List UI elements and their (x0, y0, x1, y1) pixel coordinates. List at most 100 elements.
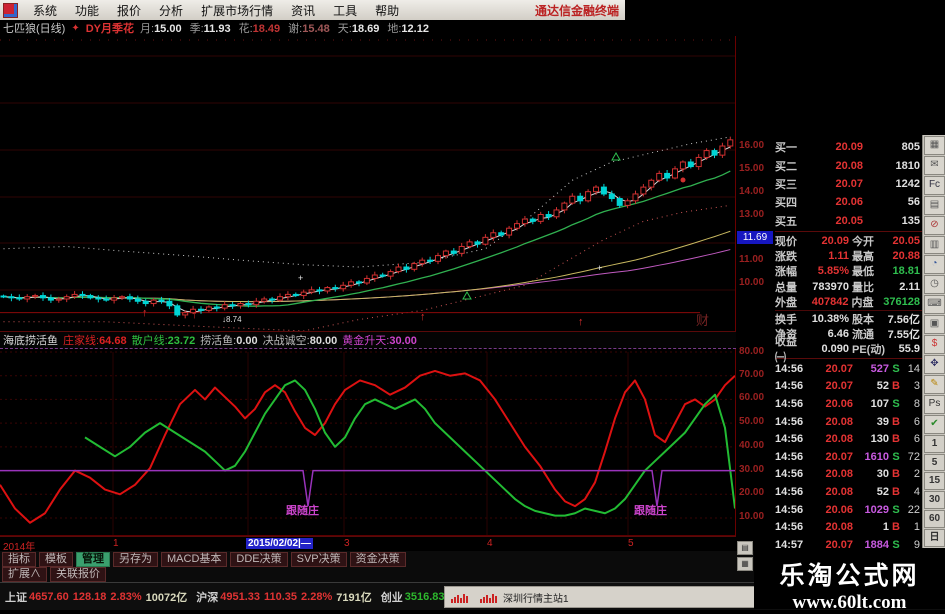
title-field: 天:18.69 (337, 23, 380, 35)
trade-row[interactable]: 14:56 20.07 527 S 14 (775, 362, 920, 375)
chart-icon[interactable]: ▥ (924, 235, 945, 255)
menu-item-2[interactable]: 报价 (117, 3, 142, 18)
date-axis[interactable]: 2014年 1 2015/02/02|— 3 4 5 (0, 536, 736, 553)
sub-indicator-header: 海底捞活鱼 庄家线:64.68 散户线:23.72 捞活鱼:0.00 决战诚空:80.… (0, 331, 736, 349)
tab-扩展∧[interactable]: 扩展∧ (2, 567, 47, 582)
keyboard-icon[interactable]: ⌨ (924, 295, 945, 315)
trade-row[interactable]: 14:56 20.07 52 B 3 (775, 380, 920, 393)
clock-icon[interactable]: ◷ (924, 275, 945, 295)
period-button-日[interactable]: 日 (924, 529, 945, 548)
period-button-5[interactable]: 5 (924, 453, 945, 472)
period-button-30[interactable]: 30 (924, 491, 945, 510)
screenshot-icon[interactable]: Ps (924, 394, 945, 414)
menu-bar: 系统 功能 报价 分析 扩展市场行情 资讯 工具 帮助 通达信金融终端 (0, 0, 625, 20)
date-tick[interactable]: 3 (344, 538, 350, 549)
indicator-values: 月:15.00 季:11.93 花:18.49 谢:15.48 天:18.69 地:12.… (140, 20, 437, 36)
axis-label: 13.00 (739, 209, 765, 220)
trade-row[interactable]: 14:56 20.07 1610 S 72 (775, 450, 920, 463)
tab-管理[interactable]: 管理 (76, 551, 110, 567)
trade-row[interactable]: 14:56 20.06 1029 S 22 (775, 503, 920, 516)
title-field: 谢:15.48 (288, 23, 330, 35)
info-row: 总量 783970 量比 2.11 (775, 280, 920, 294)
axis-label: 10.00 (739, 277, 765, 288)
date-tick[interactable]: 5 (628, 538, 634, 549)
menu-item-7[interactable]: 帮助 (375, 3, 400, 18)
index-price: 4951.33 (220, 590, 260, 603)
chart-title-bar: 七匹狼(日线) ✦ DY月季花 月:15.00 季:11.93 花:18.49 谢:1… (0, 20, 736, 36)
trade-row[interactable]: 14:56 20.06 107 S 8 (775, 398, 920, 411)
trade-row[interactable]: 14:56 20.08 52 B 4 (775, 486, 920, 499)
index-amount: 10072亿 (145, 591, 188, 604)
note-icon[interactable]: ▤ (924, 195, 945, 215)
dollar-icon[interactable]: $ (924, 335, 945, 354)
tab-指标[interactable]: 指标 (2, 551, 36, 567)
tab-DDE决策[interactable]: DDE决策 (230, 551, 288, 567)
quote-info: 现价 20.09 今开 20.05 涨跌 1.11 最高 20.88 涨幅 5.85% 最低 18.8… (775, 233, 922, 365)
bid-row[interactable]: 买五 20.05 135 (775, 214, 920, 228)
title-field: 花:18.49 (238, 23, 281, 35)
info-row: 收益㈠ 0.090 PE(动) 55.9 (775, 336, 920, 365)
trade-row[interactable]: 14:56 20.08 130 B 6 (775, 433, 920, 446)
stop-icon[interactable]: ⊘ (924, 215, 945, 235)
axis-label: 80.00 (739, 346, 765, 357)
date-tick[interactable]: 2015/02/02|— (246, 538, 313, 549)
indicator-tab-row: 指标 模板 管理 另存为 MACD基本 DDE决策 SVP决策 资金决策 (0, 551, 756, 567)
globe-icon[interactable]: ◔ (924, 255, 945, 275)
trade-row[interactable]: 14:56 20.08 1 B 1 (775, 521, 920, 534)
trade-row[interactable]: 14:56 20.08 30 B 2 (775, 468, 920, 481)
menu-item-5[interactable]: 资讯 (291, 3, 316, 18)
move-icon[interactable]: ✥ (924, 354, 945, 374)
menu-item-3[interactable]: 分析 (159, 3, 184, 18)
indicator-name[interactable]: DY月季花 (85, 23, 134, 35)
index-pct: 2.28% (301, 590, 333, 603)
tab-另存为[interactable]: 另存为 (113, 551, 158, 567)
period-button-60[interactable]: 60 (924, 510, 945, 529)
trade-row[interactable]: 14:57 20.07 1884 S 9 (775, 538, 920, 551)
bid-row[interactable]: 买二 20.08 1810 (775, 159, 920, 173)
tab-资金决策[interactable]: 资金决策 (349, 551, 406, 567)
bid-row[interactable]: 买四 20.06 56 (775, 196, 920, 210)
date-tick[interactable]: 4 (487, 538, 493, 549)
title-field: 季:11.93 (189, 23, 231, 35)
tab-模板[interactable]: 模板 (39, 551, 73, 567)
svg-text:↑: ↑ (192, 309, 198, 321)
minimized-window-icon[interactable]: ▤ (737, 541, 753, 555)
grid-icon[interactable]: ▦ (924, 136, 945, 155)
connection-strip[interactable]: 深圳行情主站1 (444, 586, 756, 608)
menu-item-4[interactable]: 扩展市场行情 (201, 3, 274, 18)
formula-icon[interactable]: Fc (924, 175, 945, 195)
server-name: 深圳行情主站1 (503, 593, 569, 605)
period-button-15[interactable]: 15 (924, 472, 945, 491)
sub-field: 散户线:23.72 (131, 335, 196, 347)
period-button-1[interactable]: 1 (924, 434, 945, 453)
tab-关联报价[interactable]: 关联报价 (50, 567, 106, 582)
candlestick-and-indicator-chart[interactable]: ↑ ↑ ↑ ↑ + + ↓8.74 跟随庄 跟随庄 (0, 36, 736, 551)
axis-label: 30.00 (739, 464, 765, 475)
tick-trade-list[interactable]: 14:56 20.07 527 S 14 14:56 20.07 52 B 3 14:56 20.06… (775, 360, 922, 552)
pc-icon[interactable]: ▣ (924, 315, 945, 335)
check-icon[interactable]: ✔ (924, 414, 945, 434)
pencil-icon[interactable]: ✎ (924, 374, 945, 394)
menu-item-0[interactable]: 系统 (33, 3, 58, 18)
menu-item-6[interactable]: 工具 (333, 3, 358, 18)
index-name[interactable]: 上证 (5, 591, 27, 604)
divider (775, 358, 922, 360)
sub-field: 庄家线:64.68 (63, 335, 127, 347)
sub-indicator-name[interactable]: 海底捞活鱼 (3, 335, 58, 347)
bid-row[interactable]: 买一 20.09 805 (775, 141, 920, 155)
mail-icon[interactable]: ✉ (924, 155, 945, 175)
stock-name[interactable]: 七匹狼(日线) (3, 23, 66, 35)
index-name[interactable]: 创业 (380, 591, 403, 604)
info-row: 外盘 407842 内盘 376128 (775, 296, 922, 311)
date-tick[interactable]: 1 (113, 538, 119, 549)
trade-row[interactable]: 14:56 20.08 39 B 6 (775, 415, 920, 428)
info-row: 涨幅 5.85% 最低 18.81 (775, 265, 920, 279)
axis-label: 10.00 (739, 511, 765, 522)
bid-row[interactable]: 买三 20.07 1242 (775, 177, 920, 191)
date-tick[interactable]: 2014年 (3, 542, 36, 553)
minimized-window2-icon[interactable]: ▦ (737, 557, 753, 571)
index-name[interactable]: 沪深 (196, 591, 219, 604)
tab-MACD基本[interactable]: MACD基本 (161, 551, 228, 567)
menu-item-1[interactable]: 功能 (75, 3, 100, 18)
tab-SVP决策[interactable]: SVP决策 (290, 551, 347, 567)
